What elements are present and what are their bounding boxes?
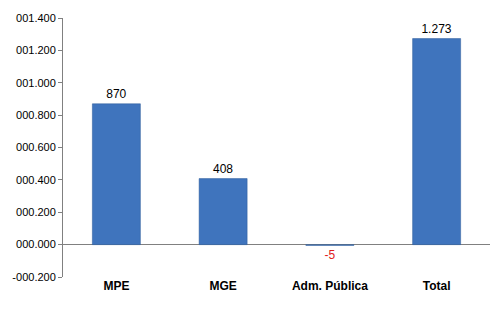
svg-text:001.000: 001.000 (16, 77, 56, 89)
svg-text:Adm. Pública: Adm. Pública (292, 279, 368, 293)
svg-text:000.800: 000.800 (16, 109, 56, 121)
svg-text:000.000: 000.000 (16, 238, 56, 250)
svg-text:000.200: 000.200 (16, 206, 56, 218)
svg-text:-5: -5 (324, 248, 335, 262)
svg-text:870: 870 (106, 87, 126, 101)
svg-text:000.600: 000.600 (16, 141, 56, 153)
svg-text:MPE: MPE (103, 279, 129, 293)
svg-text:1.273: 1.273 (421, 22, 451, 36)
svg-text:001.200: 001.200 (16, 44, 56, 56)
svg-text:000.400: 000.400 (16, 174, 56, 186)
svg-text:001.400: 001.400 (16, 12, 56, 24)
svg-text:-000.200: -000.200 (12, 271, 55, 283)
svg-text:Total: Total (423, 279, 451, 293)
svg-text:408: 408 (213, 162, 233, 176)
svg-text:MGE: MGE (209, 279, 236, 293)
